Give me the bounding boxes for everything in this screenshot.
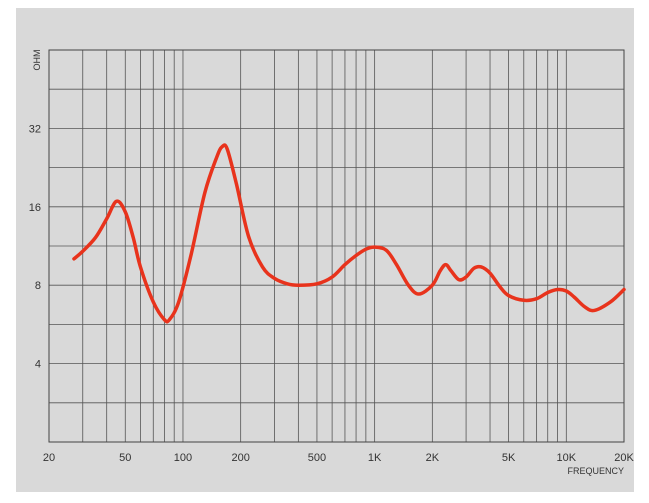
chart-panel: 20 50 100 200 500 1K 2K 5K 10K 20K 4 8 16 32 FREQUENCY… — [16, 8, 634, 492]
labels: 20 50 100 200 500 1K 2K 5K 10K 20K 4 8 16 32 FREQUENCY… — [29, 50, 634, 477]
curve-layer — [72, 143, 626, 324]
x-tick-label: 500 — [308, 452, 326, 464]
x-tick-label: 20K — [614, 452, 634, 464]
y-tick-label: 16 — [29, 202, 41, 214]
y-tick-label: 8 — [35, 280, 41, 292]
x-tick-label: 1K — [368, 452, 382, 464]
x-tick-label: 200 — [231, 452, 249, 464]
y-tick-label: 4 — [35, 359, 41, 371]
x-tick-label: 5K — [502, 452, 516, 464]
x-tick-label: 20 — [43, 452, 55, 464]
x-axis-title: FREQUENCY — [567, 466, 624, 476]
grid — [48, 49, 625, 443]
x-tick-label: 10K — [557, 452, 577, 464]
x-tick-label: 2K — [426, 452, 440, 464]
impedance-chart: 20 50 100 200 500 1K 2K 5K 10K 20K 4 8 16 32 FREQUENCY… — [29, 49, 634, 477]
y-tick-label: 32 — [29, 123, 41, 135]
x-tick-label: 50 — [119, 452, 131, 464]
y-axis-title: OHM — [32, 50, 42, 71]
x-tick-label: 100 — [174, 452, 192, 464]
impedance-curve — [72, 143, 626, 324]
plot-frame — [48, 49, 625, 443]
